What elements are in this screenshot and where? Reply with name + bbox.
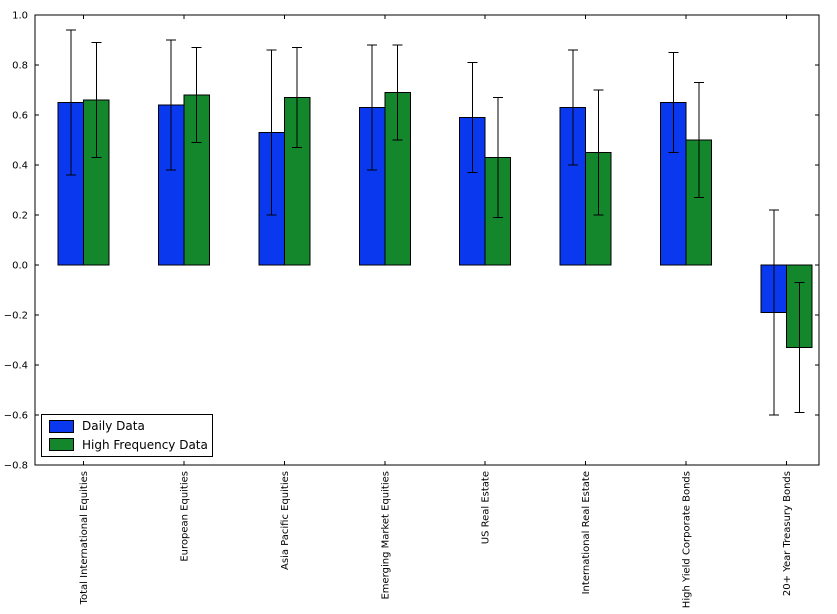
y-tick-label: −0.4 [4, 361, 28, 372]
x-tick-label: European Equities [179, 471, 190, 562]
plot-border [34, 14, 820, 466]
legend-item-high-frequency-data: High Frequency Data [42, 436, 212, 453]
x-tick-label: Asia Pacific Equities [280, 471, 291, 570]
x-tick-label: High Yield Corporate Bonds [682, 471, 693, 608]
bar-daily-5 [459, 117, 486, 266]
legend-label-high-frequency-data: High Frequency Data [82, 437, 208, 452]
y-tick-label: 0.0 [12, 261, 28, 272]
x-tick-label: Emerging Market Equities [380, 471, 391, 600]
y-tick-label: 1.0 [12, 11, 28, 22]
legend-label-daily-data: Daily Data [82, 419, 145, 434]
legend-swatch-daily-data [49, 419, 74, 433]
y-tick-label: −0.8 [4, 461, 28, 472]
y-tick-label: 0.4 [12, 161, 28, 172]
legend: Daily Data High Frequency Data [41, 414, 213, 457]
x-tick-label: 20+ Year Treasury Bonds [782, 471, 793, 596]
y-tick-label: 0.2 [12, 211, 28, 222]
x-tick-label: International Real Estate [581, 471, 592, 594]
y-tick-label: −0.6 [4, 411, 28, 422]
y-tick-label: −0.2 [4, 311, 28, 322]
x-tick-label: Total International Equities [79, 471, 90, 605]
bar-hf-1 [83, 99, 110, 266]
legend-swatch-high-frequency-data [49, 438, 74, 452]
y-tick-label: 0.6 [12, 111, 28, 122]
legend-item-daily-data: Daily Data [42, 418, 212, 435]
x-tick-label: US Real Estate [481, 471, 492, 544]
y-tick-label: 0.8 [12, 61, 28, 72]
